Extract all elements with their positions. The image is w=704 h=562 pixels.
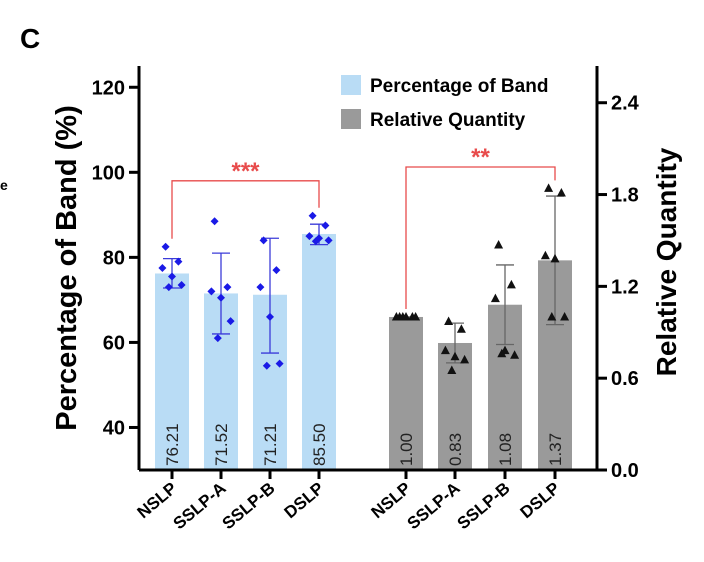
data-point-triangle xyxy=(506,279,516,289)
data-point-triangle xyxy=(444,316,454,326)
right-tick-label: 2.4 xyxy=(611,93,640,115)
legend-swatch-relative-quantity xyxy=(341,109,361,129)
panel-label: C xyxy=(20,23,40,54)
significance-bracket xyxy=(405,166,556,309)
left-axis-label: Percentage of Band (%) xyxy=(51,105,83,431)
data-point-triangle xyxy=(547,311,557,321)
legend-swatch-percentage xyxy=(341,75,361,95)
data-point-triangle xyxy=(456,324,466,333)
data-point-diamond xyxy=(164,283,173,292)
bar-value-label: 85.50 xyxy=(310,423,329,466)
data-point-diamond xyxy=(210,217,219,226)
bar-relative-quantity-nslp xyxy=(389,316,423,470)
data-point-triangle xyxy=(450,351,460,361)
data-point-diamond xyxy=(161,242,170,251)
right-tick-label: 0.0 xyxy=(611,460,639,482)
bar-value-label: 1.08 xyxy=(496,433,515,466)
x-tick-label: DSLP xyxy=(517,479,564,523)
data-point-triangle xyxy=(447,365,457,375)
data-point-triangle xyxy=(398,311,408,321)
data-point-diamond xyxy=(266,312,274,321)
x-tick-label: SSLP-A xyxy=(170,479,230,534)
data-point-triangle xyxy=(440,345,450,355)
data-point-diamond xyxy=(177,281,186,290)
data-point-triangle xyxy=(411,311,421,321)
right-tick-label: 0.6 xyxy=(611,368,639,390)
data-point-triangle xyxy=(556,188,566,197)
data-point-diamond xyxy=(213,334,222,343)
x-tick-label: SSLP-A xyxy=(404,479,464,534)
legend-label-percentage: Percentage of Band xyxy=(370,76,548,97)
right-tick-label: 1.8 xyxy=(611,185,639,207)
data-point-diamond xyxy=(223,283,232,292)
data-point-triangle xyxy=(540,250,550,260)
data-point-triangle xyxy=(494,240,504,249)
data-point-triangle xyxy=(560,311,570,321)
significance-stars: ** xyxy=(471,144,490,171)
data-point-diamond xyxy=(321,221,330,230)
left-tick-label: 40 xyxy=(103,417,125,439)
data-point-diamond xyxy=(308,211,317,220)
bar-percentage-of-band-nslp xyxy=(155,273,189,470)
bar-value-label: 71.21 xyxy=(261,423,280,466)
data-point-diamond xyxy=(168,272,176,281)
edge-text: e xyxy=(0,177,8,193)
legend-label-relative-quantity: Relative Quantity xyxy=(370,110,526,131)
data-point-triangle xyxy=(391,311,401,321)
data-point-triangle xyxy=(544,183,554,192)
bar-value-label: 71.52 xyxy=(212,423,231,466)
significance-bracket xyxy=(171,180,320,239)
bar-value-label: 1.00 xyxy=(397,433,416,466)
data-point-diamond xyxy=(311,237,320,246)
bar-value-label: 76.21 xyxy=(163,423,182,466)
data-point-diamond xyxy=(259,236,268,245)
data-point-diamond xyxy=(174,257,183,266)
data-point-triangle xyxy=(550,253,560,263)
left-tick-label: 120 xyxy=(92,77,125,99)
bar-relative-quantity-sslp-a xyxy=(438,342,472,470)
data-point-triangle xyxy=(460,354,470,364)
plot-area: 76.21 71.52 71.21 85.50 1.00 0.83 1.08 1.37****… xyxy=(155,144,572,470)
left-axis-ticks: 40 60 80 100 120 xyxy=(92,77,139,439)
data-point-diamond xyxy=(324,236,333,245)
significance-stars: *** xyxy=(231,158,260,185)
legend: Percentage of Band Relative Quantity xyxy=(341,75,548,131)
x-tick-label: DSLP xyxy=(281,479,328,523)
right-tick-label: 1.2 xyxy=(611,276,639,298)
right-axis-ticks: 0.0 0.6 1.2 1.8 2.4 xyxy=(597,93,640,482)
bar-value-label: 0.83 xyxy=(446,433,465,466)
data-point-triangle xyxy=(497,348,507,358)
data-point-diamond xyxy=(272,266,281,275)
data-point-diamond xyxy=(207,287,216,296)
data-point-diamond xyxy=(262,361,271,370)
x-tick-label: SSLP-B xyxy=(454,479,514,534)
x-tick-label: SSLP-B xyxy=(219,479,279,534)
data-point-triangle xyxy=(490,293,500,303)
data-point-diamond xyxy=(226,317,235,326)
left-tick-label: 80 xyxy=(103,247,125,269)
data-point-diamond xyxy=(217,293,225,302)
right-axis-label: Relative Quantity xyxy=(651,147,682,376)
data-point-diamond xyxy=(275,359,284,368)
data-point-diamond xyxy=(158,264,167,272)
data-point-diamond xyxy=(256,283,265,292)
left-tick-label: 100 xyxy=(92,162,125,184)
data-point-triangle xyxy=(510,350,520,359)
data-point-diamond xyxy=(305,232,314,241)
left-tick-label: 60 xyxy=(103,332,125,354)
bar-percentage-of-band-dslp xyxy=(302,233,336,470)
bar-value-label: 1.37 xyxy=(546,433,565,466)
